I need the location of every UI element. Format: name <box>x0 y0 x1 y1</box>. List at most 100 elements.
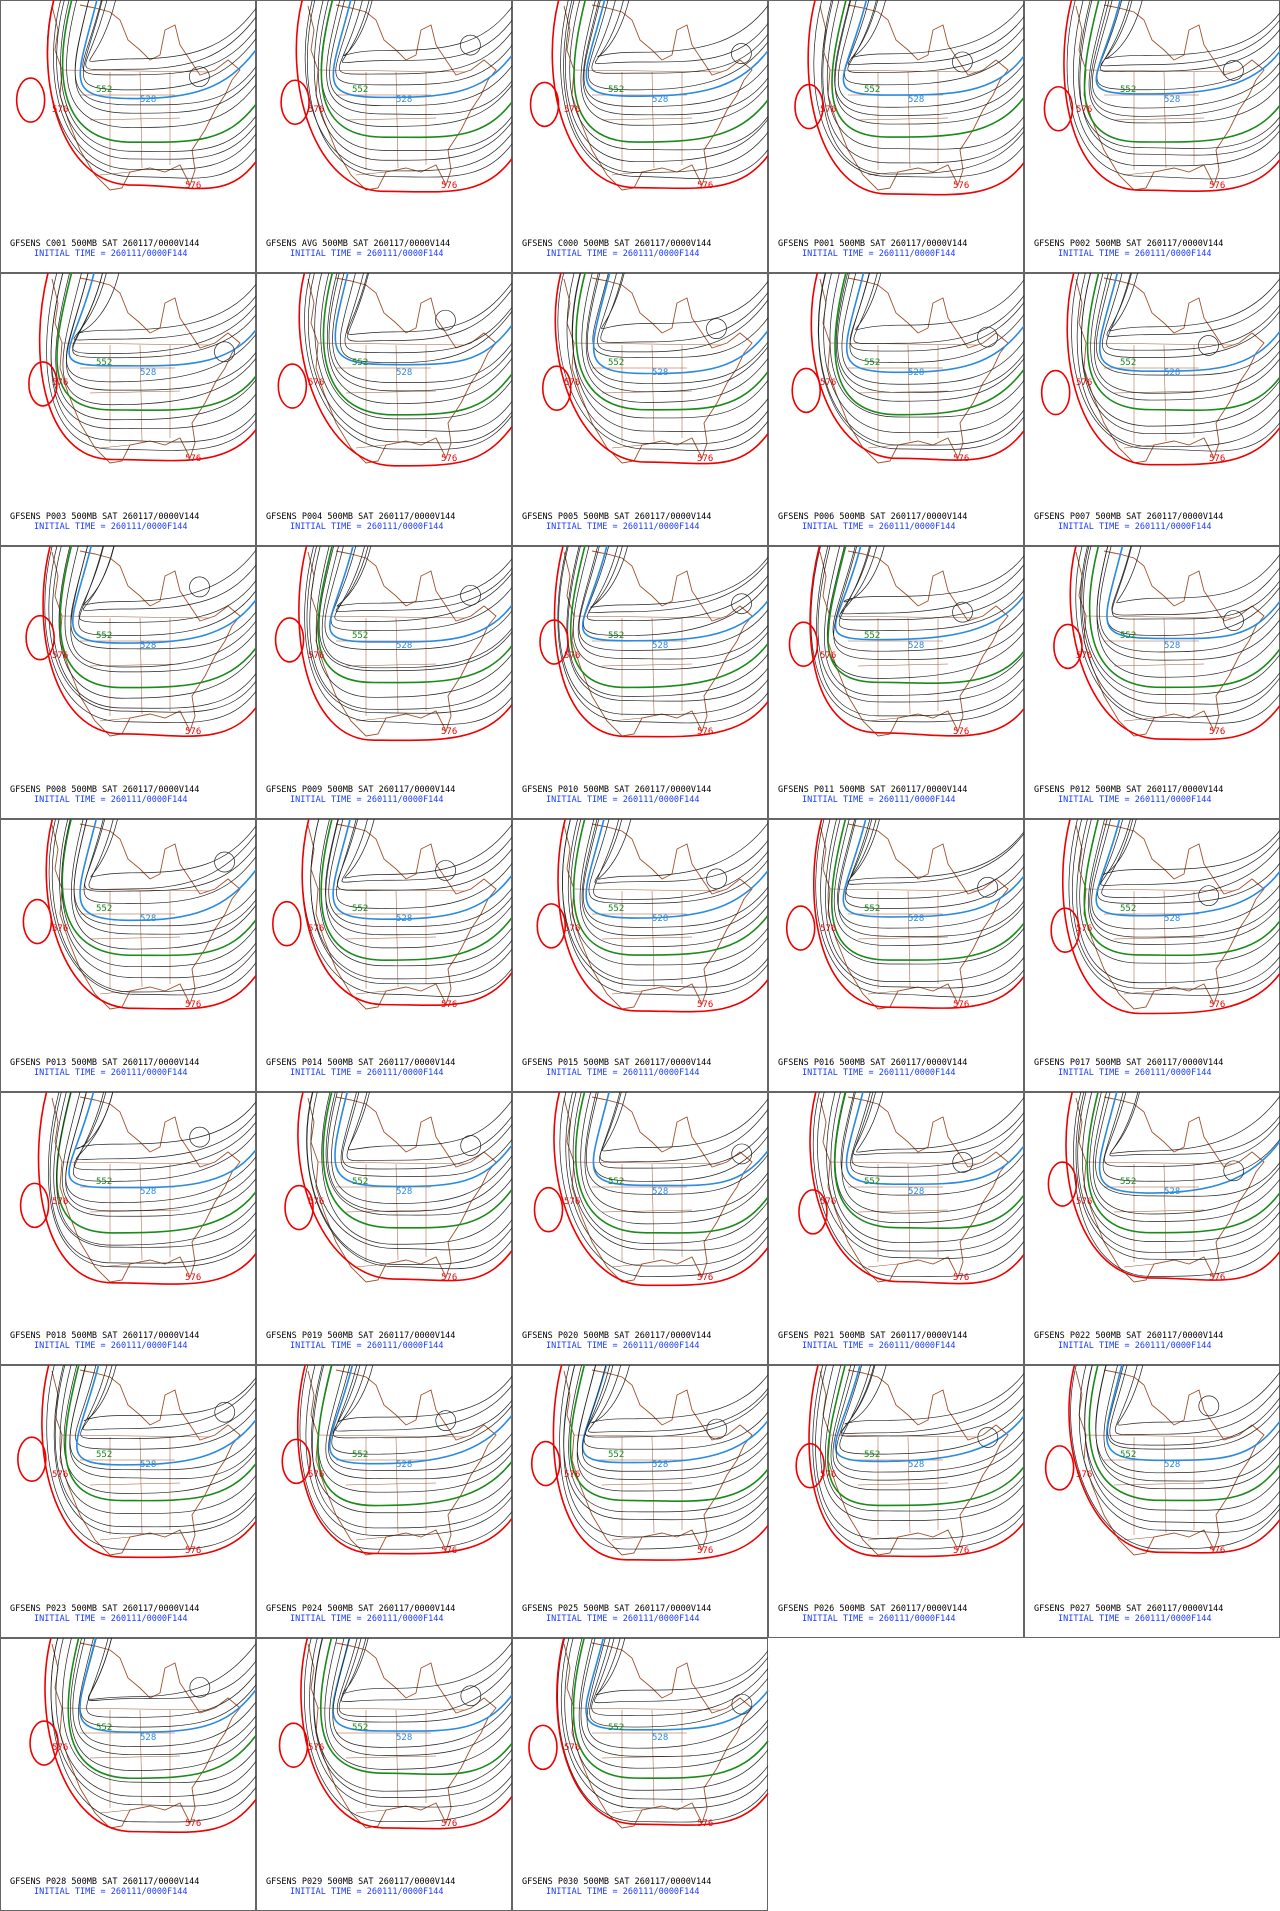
contour <box>570 818 769 966</box>
contour <box>572 1091 769 1244</box>
borders <box>317 1707 467 1814</box>
contour <box>1103 1364 1280 1474</box>
contour-label: 552 <box>1120 358 1136 368</box>
contour <box>298 545 513 742</box>
panel-title: GFSENS P012 500MB SAT 260117/0000V144 <box>1034 785 1223 795</box>
contour-label: 528 <box>1164 368 1180 378</box>
contour-label: 552 <box>608 904 624 914</box>
initial-time: INITIAL TIME = 260111/0000F144 <box>802 1068 956 1078</box>
contour <box>834 272 1025 416</box>
contour <box>321 1091 513 1245</box>
contour <box>809 1091 1025 1285</box>
contour-label: 528 <box>396 1460 412 1470</box>
contour <box>52 545 257 709</box>
contour <box>826 1091 1025 1252</box>
contour <box>1096 0 1280 91</box>
coastline <box>51 1642 241 1829</box>
map-panel: 576 552 528 576 GFSENS P009 500MB SAT 260117… <box>256 545 513 819</box>
closed-contour <box>435 860 456 881</box>
contour <box>580 1637 769 1757</box>
contour <box>1095 1091 1280 1197</box>
contour <box>82 1364 257 1431</box>
contour <box>71 818 257 950</box>
contour <box>585 272 769 393</box>
contour-label: 576 <box>308 1197 324 1207</box>
map-panel: 576 552 528 576 GFSENS AVG 500MB SAT 260117/… <box>256 0 513 273</box>
contour <box>318 0 513 152</box>
closed-contour <box>798 1189 828 1235</box>
contour <box>56 1091 257 1246</box>
panel-bg <box>512 546 768 819</box>
contour <box>568 1364 769 1513</box>
contour <box>328 1364 513 1471</box>
contour <box>313 1637 513 1792</box>
contour <box>322 1091 513 1229</box>
contour <box>573 0 769 143</box>
contour <box>575 1091 769 1234</box>
map-panel: 576 552 528 576 GFSENS P005 500MB SAT 260117… <box>512 272 769 546</box>
contour <box>313 1637 513 1798</box>
contour <box>1083 0 1280 143</box>
contour <box>336 818 513 909</box>
closed-contour <box>952 601 973 623</box>
contour-label: 576 <box>697 1546 713 1556</box>
contour <box>317 545 513 684</box>
contour <box>77 272 257 334</box>
contour <box>833 1091 1025 1229</box>
contour-label: 576 <box>441 727 457 737</box>
contour <box>840 1091 1025 1196</box>
contour <box>65 272 257 383</box>
panel-title: GFSENS P021 500MB SAT 260117/0000V144 <box>778 1331 967 1341</box>
contour <box>586 1637 769 1749</box>
contour <box>53 0 257 170</box>
contour-label: 552 <box>1120 631 1136 641</box>
contour <box>310 818 513 985</box>
contour <box>344 818 513 879</box>
contour <box>330 545 513 631</box>
contour <box>580 1091 769 1225</box>
initial-time: INITIAL TIME = 260111/0000F144 <box>546 249 700 259</box>
contour <box>59 545 257 689</box>
contour <box>826 545 1025 679</box>
contour <box>841 1091 1025 1214</box>
contour-label: 552 <box>864 631 880 641</box>
contour <box>554 272 769 465</box>
coastline <box>307 1096 497 1283</box>
map-panel: 576 552 528 576 GFSENS P025 500MB SAT 260117… <box>512 1364 769 1638</box>
borders <box>573 1434 723 1541</box>
contour <box>807 0 1025 196</box>
contour-label: 576 <box>1076 924 1092 934</box>
contour <box>1107 1364 1280 1450</box>
contour-label: 528 <box>396 95 412 105</box>
contour-label: 552 <box>352 1723 368 1733</box>
contour-label: 552 <box>864 904 880 914</box>
map-panel: 576 552 528 576 GFSENS P022 500MB SAT 260117… <box>1024 1091 1280 1365</box>
contour <box>594 818 769 884</box>
contour <box>328 818 513 927</box>
contour <box>311 1364 513 1514</box>
contour-label: 528 <box>140 1187 156 1197</box>
contour <box>820 1364 1025 1521</box>
contour <box>1086 1091 1280 1234</box>
contour <box>44 545 257 724</box>
map-panel: 576 552 528 576 GFSENS P003 500MB SAT 260117… <box>0 272 257 546</box>
contour <box>62 1637 257 1783</box>
contour <box>1079 1364 1280 1533</box>
contour <box>326 272 513 404</box>
contour <box>342 1637 513 1695</box>
panel-bg <box>512 1638 768 1911</box>
coastline <box>307 550 497 737</box>
contour <box>584 1091 769 1213</box>
contour <box>553 545 769 738</box>
panel-title: GFSENS P025 500MB SAT 260117/0000V144 <box>522 1604 711 1614</box>
contour-label: 552 <box>96 1723 112 1733</box>
coastline <box>307 1642 497 1829</box>
borders <box>829 342 979 449</box>
panel-title: GFSENS P005 500MB SAT 260117/0000V144 <box>522 512 711 522</box>
contour <box>583 0 769 107</box>
contour <box>41 1364 257 1559</box>
contour <box>850 0 1025 59</box>
closed-contour <box>29 1720 59 1766</box>
contour <box>304 0 513 172</box>
map-panel: 576 552 528 576 GFSENS P006 500MB SAT 260117… <box>768 272 1025 546</box>
